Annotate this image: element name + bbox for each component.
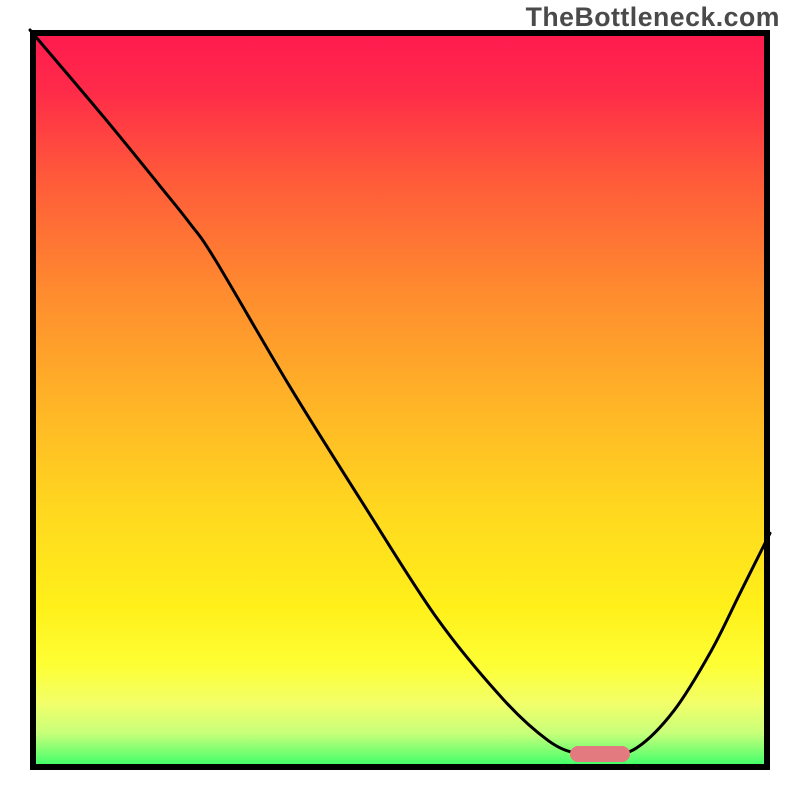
frame-edge-right xyxy=(764,30,770,770)
frame-edge-left xyxy=(30,30,36,770)
plot-frame xyxy=(30,30,770,770)
plot-area xyxy=(30,30,770,770)
canvas: TheBottleneck.com xyxy=(0,0,800,800)
frame-edge-bottom xyxy=(30,764,770,770)
watermark-text: TheBottleneck.com xyxy=(526,2,780,33)
